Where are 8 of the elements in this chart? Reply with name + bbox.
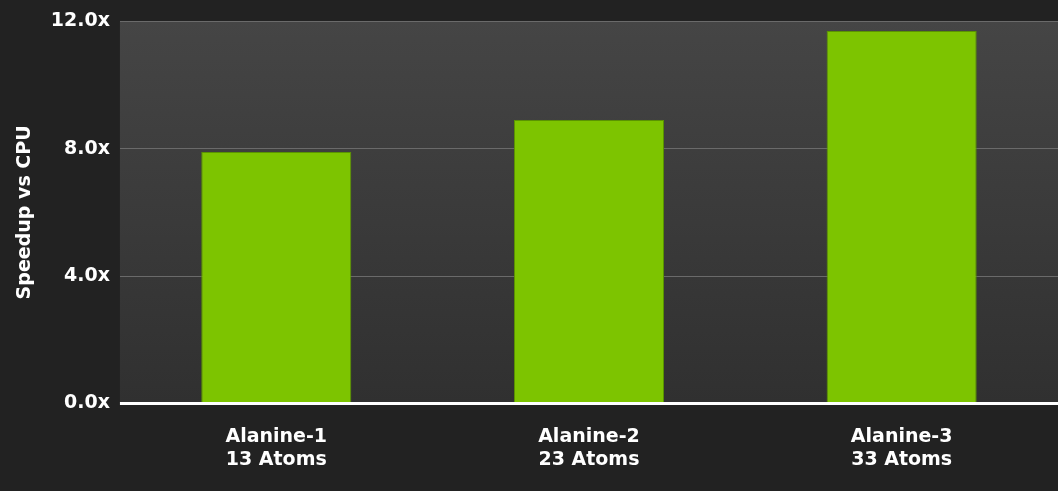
- x-tick-label: Alanine-1 13 Atoms: [225, 423, 328, 469]
- x-tick-label: Alanine-3 33 Atoms: [850, 423, 953, 469]
- y-axis-title: Speedup vs CPU: [12, 125, 35, 300]
- y-tick-label: 4.0x: [64, 263, 110, 285]
- y-tick-label: 8.0x: [64, 135, 110, 158]
- x-tick-label: Alanine-2 23 Atoms: [538, 423, 640, 469]
- y-tick-label: 12.0x: [50, 8, 110, 31]
- y-tick-label: 0.0x: [64, 390, 110, 413]
